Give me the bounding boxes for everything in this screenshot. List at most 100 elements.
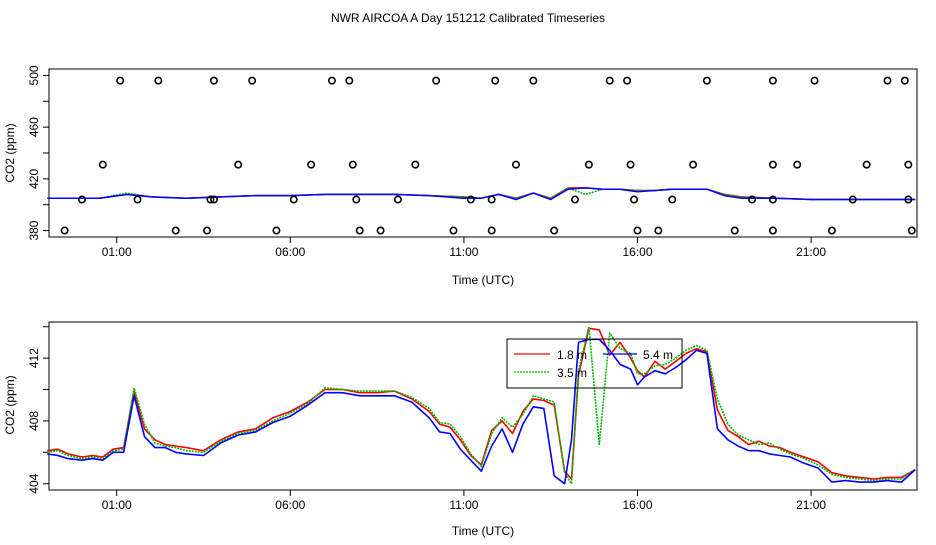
x-tick-label: 11:00 [449, 245, 478, 259]
data-point [272, 226, 281, 235]
data-point [345, 76, 354, 85]
y-tick-label: 408 [27, 411, 41, 431]
series-line-5-4-m [47, 338, 916, 485]
data-point [487, 195, 496, 204]
bottom-x-axis: 01:00 06:00 11:00 16:00 21:00 [102, 490, 826, 512]
data-point [605, 76, 614, 85]
series-line-1-8-m [47, 327, 916, 480]
data-point [511, 160, 520, 169]
data-point [154, 76, 163, 85]
data-point [668, 195, 677, 204]
data-point [571, 195, 580, 204]
data-point [654, 226, 663, 235]
data-point [904, 195, 913, 204]
y-tick-label: 412 [27, 348, 41, 368]
data-point [234, 160, 243, 169]
bottom-series-lines [47, 325, 916, 485]
x-tick-label: 16:00 [622, 498, 652, 512]
y-tick-label: 500 [27, 65, 41, 85]
data-point [633, 226, 642, 235]
data-point [77, 195, 86, 204]
top-x-axis: 01:00 06:00 11:00 16:00 21:00 [102, 237, 826, 259]
data-point [98, 160, 107, 169]
data-point [289, 195, 298, 204]
data-point [411, 160, 420, 169]
data-point [768, 195, 777, 204]
legend-label-5-4m: 5.4 m [643, 348, 673, 362]
data-point [133, 195, 142, 204]
data-point [487, 226, 496, 235]
x-tick-label: 06:00 [275, 245, 305, 259]
top-plot-frame [48, 68, 918, 238]
data-point [355, 226, 364, 235]
data-point [202, 226, 211, 235]
x-tick-label: 16:00 [622, 245, 652, 259]
data-point [449, 226, 458, 235]
bottom-panel: 01:00 06:00 11:00 16:00 21:00 404 408 412 Time… [3, 321, 918, 538]
bottom-plot-frame [48, 321, 918, 491]
data-point [768, 226, 777, 235]
legend-box [506, 338, 683, 389]
data-point [393, 195, 402, 204]
data-point [466, 195, 475, 204]
top-y-axis-label: CO2 (ppm) [3, 123, 17, 182]
data-point [907, 226, 916, 235]
top-series-lines [47, 187, 916, 201]
data-point [376, 226, 385, 235]
data-point [630, 195, 639, 204]
data-point [529, 76, 538, 85]
data-point [352, 195, 361, 204]
data-point [900, 76, 909, 85]
data-point [883, 76, 892, 85]
figure-title: NWR AIRCOA A Day 151212 Calibrated Times… [331, 11, 605, 25]
data-point [209, 195, 218, 204]
top-points [60, 76, 916, 235]
legend-label-3-5m: 3.5 m [557, 366, 587, 380]
data-point [206, 195, 215, 204]
data-point [862, 160, 871, 169]
data-point [768, 160, 777, 169]
legend-label-1-8m: 1.8 m [557, 348, 587, 362]
y-tick-label: 420 [27, 169, 41, 189]
data-point [827, 226, 836, 235]
data-point [730, 226, 739, 235]
data-point [848, 195, 857, 204]
data-point [327, 76, 336, 85]
data-point [584, 160, 593, 169]
bottom-y-axis-label: CO2 (ppm) [3, 375, 17, 434]
x-tick-label: 01:00 [102, 245, 132, 259]
series-line-2 [47, 187, 916, 201]
data-point [768, 76, 777, 85]
data-point [904, 160, 913, 169]
data-point [116, 76, 125, 85]
y-tick-label: 404 [27, 473, 41, 493]
bottom-y-axis: 404 408 412 [27, 326, 49, 494]
data-point [307, 160, 316, 169]
x-tick-label: 21:00 [796, 498, 826, 512]
data-point [60, 226, 69, 235]
data-point [209, 76, 218, 85]
data-point [810, 76, 819, 85]
data-point [248, 76, 257, 85]
y-tick-label: 460 [27, 117, 41, 137]
series-line-1 [47, 187, 916, 201]
top-x-axis-label: Time (UTC) [452, 273, 514, 287]
y-tick-label: 380 [27, 220, 41, 240]
legend: 1.8 m 3.5 m 5.4 m [506, 338, 683, 389]
x-tick-label: 21:00 [796, 245, 826, 259]
data-point [432, 76, 441, 85]
top-y-axis: 380 420 460 500 [27, 65, 49, 241]
data-point [702, 76, 711, 85]
data-point [348, 160, 357, 169]
top-panel: 01:00 06:00 11:00 16:00 21:00 380 420 460 500 T… [3, 65, 918, 287]
data-point [689, 160, 698, 169]
data-point [491, 76, 500, 85]
x-tick-label: 01:00 [102, 498, 132, 512]
x-tick-label: 06:00 [275, 498, 305, 512]
data-point [793, 160, 802, 169]
data-point [626, 160, 635, 169]
data-point [748, 195, 757, 204]
bottom-x-axis-label: Time (UTC) [452, 524, 514, 538]
data-point [171, 226, 180, 235]
